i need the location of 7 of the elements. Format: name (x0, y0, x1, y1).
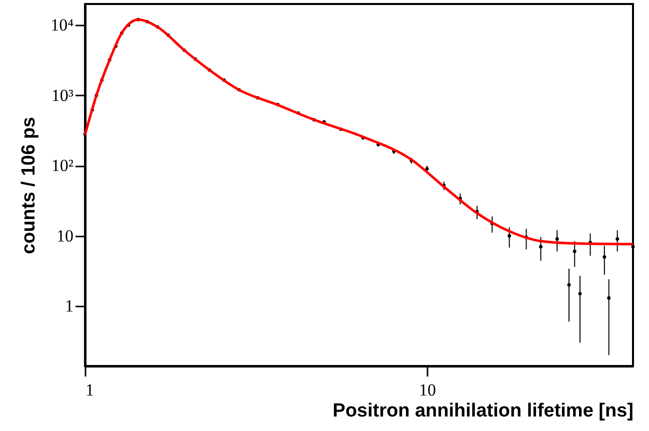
y-tick-label: 1 (65, 296, 74, 316)
y-tick-label: 10³ (51, 86, 74, 105)
y-axis-title: counts / 106 ps (18, 116, 40, 254)
y-tick-label: 10² (51, 156, 74, 176)
x-axis-title: Positron annihilation lifetime [ns] (332, 400, 634, 422)
y-tick-label: 10⁴ (50, 16, 74, 35)
y-tick-label: 10 (56, 226, 74, 246)
